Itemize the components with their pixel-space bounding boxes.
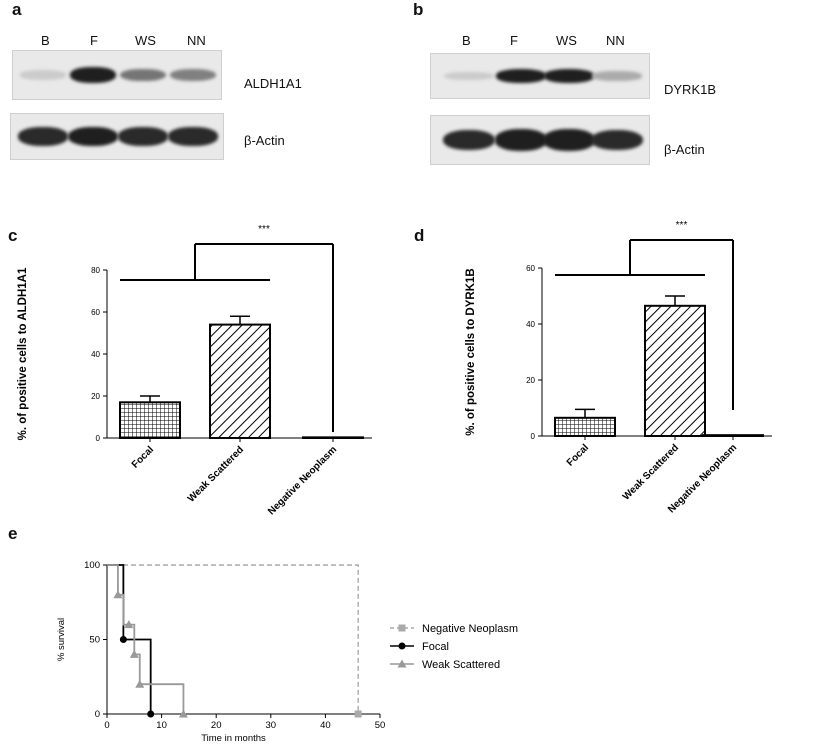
x-tick-label: Focal bbox=[565, 442, 591, 468]
significance-label: *** bbox=[676, 220, 688, 231]
survival-marker bbox=[147, 710, 155, 718]
blot-a-actin-strip bbox=[10, 113, 224, 160]
survival-marker bbox=[113, 590, 123, 599]
x-tick-label: 10 bbox=[156, 720, 167, 731]
y-tick-label: 60 bbox=[91, 308, 100, 317]
blot-b-lane-label: F bbox=[510, 33, 518, 48]
bar bbox=[702, 434, 764, 438]
y-axis-label: %. of positive cells to ALDH1A1 bbox=[17, 267, 29, 440]
y-tick-label: 60 bbox=[526, 264, 535, 273]
x-tick-label: 30 bbox=[266, 720, 277, 731]
legend-label: Negative Neoplasm bbox=[422, 623, 518, 635]
survival-chart-e: 0 50 100 0 10 20 30 40 50 Time in months % surviva… bbox=[56, 560, 518, 744]
y-tick-label: 40 bbox=[91, 350, 100, 359]
y-tick-label: 80 bbox=[91, 266, 100, 275]
legend-label: Focal bbox=[422, 641, 449, 653]
blot-band bbox=[444, 71, 494, 81]
survival-marker bbox=[178, 709, 188, 718]
blot-band bbox=[170, 69, 216, 81]
blot-band bbox=[18, 127, 68, 146]
blot-b-row2-label: β-Actin bbox=[664, 142, 705, 157]
blot-band bbox=[591, 129, 643, 151]
blot-a-row2-label: β-Actin bbox=[244, 133, 285, 148]
y-tick-label: 0 bbox=[96, 434, 101, 443]
x-tick-label: Weak Scattered bbox=[186, 444, 246, 504]
survival-marker bbox=[354, 710, 362, 718]
y-tick-label: 0 bbox=[531, 432, 536, 441]
y-tick-label: 0 bbox=[95, 709, 100, 720]
bar bbox=[554, 416, 616, 438]
blot-b-lane-label: WS bbox=[556, 33, 577, 48]
x-tick-label: Focal bbox=[130, 444, 156, 470]
blot-band bbox=[118, 127, 168, 146]
blot-a-aldh1a1-strip bbox=[12, 50, 222, 100]
legend-marker bbox=[398, 624, 406, 632]
survival-line bbox=[107, 564, 185, 714]
y-axis-label: % survival bbox=[56, 618, 67, 661]
blot-band bbox=[592, 71, 642, 81]
blot-band bbox=[120, 68, 166, 82]
panel-letter-e: e bbox=[8, 524, 18, 543]
blot-a-lane-label: F bbox=[90, 33, 98, 48]
y-axis-label: %. of positive cells to DYRK1B bbox=[465, 268, 477, 435]
blot-a-lane-label: WS bbox=[135, 33, 156, 48]
panel-letter-a: a bbox=[12, 0, 22, 19]
legend-marker bbox=[397, 659, 407, 668]
blot-b-lane-label: B bbox=[462, 33, 471, 48]
x-axis-label: Time in months bbox=[201, 733, 266, 744]
y-tick-label: 100 bbox=[84, 560, 100, 571]
legend-label: Weak Scattered bbox=[422, 659, 500, 671]
blot-band bbox=[20, 70, 66, 80]
y-tick-label: 40 bbox=[526, 320, 535, 329]
bar-chart-c: 0 20 40 60 80 %. of positive cells to ALDH1A1… bbox=[17, 224, 372, 517]
panel-letter-b: b bbox=[413, 0, 424, 19]
blot-band bbox=[168, 127, 218, 146]
blot-band bbox=[496, 69, 546, 83]
x-tick-label: 40 bbox=[320, 720, 331, 731]
blot-band bbox=[70, 67, 116, 83]
survival-marker bbox=[129, 649, 139, 658]
x-tick-label: 0 bbox=[104, 720, 109, 731]
blot-b-row1-label: DYRK1B bbox=[664, 82, 717, 97]
blot-band bbox=[544, 69, 594, 83]
blot-a-lane-label: B bbox=[41, 33, 50, 48]
panel-letter-d: d bbox=[414, 226, 425, 245]
blot-band bbox=[543, 129, 595, 151]
survival-marker bbox=[135, 679, 145, 688]
bar bbox=[209, 323, 271, 439]
bar bbox=[119, 401, 181, 440]
bar bbox=[302, 436, 364, 439]
survival-marker bbox=[124, 620, 134, 629]
y-tick-label: 20 bbox=[526, 376, 535, 385]
survival-marker bbox=[119, 636, 127, 643]
blot-b-dyrk1b-strip bbox=[430, 53, 650, 99]
blot-a-row1-label: ALDH1A1 bbox=[244, 76, 302, 91]
legend-marker bbox=[398, 642, 406, 650]
blot-band bbox=[68, 126, 118, 147]
blot-band bbox=[443, 129, 495, 151]
bar-chart-d: 0 20 40 60 %. of positive cells to DYRK1B Foc… bbox=[465, 220, 772, 515]
significance-label: *** bbox=[258, 224, 270, 235]
y-tick-label: 20 bbox=[91, 392, 100, 401]
x-tick-label: Negative Neoplasm bbox=[266, 444, 339, 517]
x-tick-label: 20 bbox=[211, 720, 222, 731]
bar bbox=[644, 304, 706, 437]
x-tick-label: Weak Scattered bbox=[621, 442, 681, 502]
blot-a-lane-label: NN bbox=[187, 33, 206, 48]
blot-b-lane-label: NN bbox=[606, 33, 625, 48]
x-tick-label: 50 bbox=[375, 720, 386, 731]
y-tick-label: 50 bbox=[89, 635, 100, 646]
survival-line bbox=[107, 564, 152, 714]
blot-b-actin-strip bbox=[430, 115, 650, 165]
panel-letter-c: c bbox=[8, 226, 18, 245]
blot-band bbox=[495, 129, 547, 151]
survival-line bbox=[107, 564, 359, 714]
